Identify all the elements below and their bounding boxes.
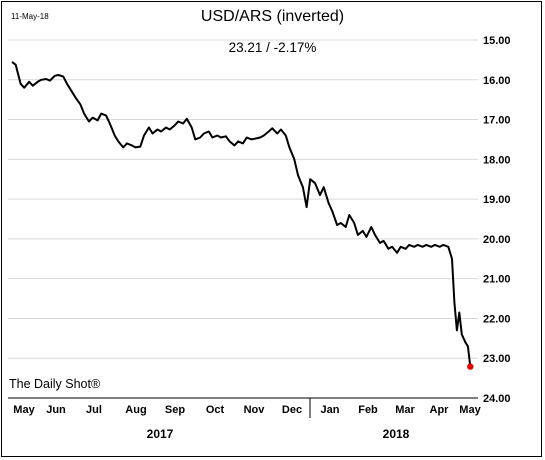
y-tick-label: 15.00 — [483, 35, 511, 47]
year-label: 2018 — [383, 427, 410, 441]
y-tick-label: 24.00 — [483, 393, 511, 405]
year-label: 2017 — [147, 427, 174, 441]
x-tick-label: Sep — [165, 404, 185, 416]
x-tick-label: Jun — [46, 404, 66, 416]
last-value-marker — [467, 363, 474, 370]
y-tick-label: 16.00 — [483, 75, 511, 87]
x-tick-label: Mar — [395, 404, 415, 416]
y-tick-label: 17.00 — [483, 115, 511, 127]
date-stamp: 11-May-18 — [11, 12, 49, 21]
x-tick-label: Jan — [321, 404, 340, 416]
x-tick-label: May — [13, 404, 35, 416]
x-tick-label: Nov — [244, 404, 266, 416]
y-tick-label: 18.00 — [483, 154, 511, 166]
x-tick-label: Dec — [282, 404, 302, 416]
y-tick-label: 22.00 — [483, 313, 511, 325]
x-tick-label: Oct — [206, 404, 225, 416]
chart-title: USD/ARS (inverted) — [200, 8, 345, 25]
x-tick-label: Feb — [358, 404, 378, 416]
axis-labels: 15.00 16.00 17.00 18.00 19.00 20.00 21.00 22.00… — [13, 35, 510, 441]
y-tick-label: 20.00 — [483, 234, 511, 246]
chart-subtitle: 23.21 / -2.17% — [228, 40, 317, 55]
series-layer — [11, 61, 474, 370]
axes — [8, 397, 478, 418]
x-tick-label: Jul — [86, 404, 102, 416]
source-label: The Daily Shot® — [9, 377, 101, 391]
x-tick-label: Apr — [430, 404, 450, 416]
x-tick-label: Aug — [125, 404, 146, 416]
y-tick-label: 21.00 — [483, 274, 511, 286]
gridlines — [8, 39, 478, 359]
y-tick-label: 23.00 — [483, 353, 511, 365]
x-tick-label: May — [459, 404, 481, 416]
series-line — [11, 61, 472, 367]
y-tick-label: 19.00 — [483, 194, 511, 206]
